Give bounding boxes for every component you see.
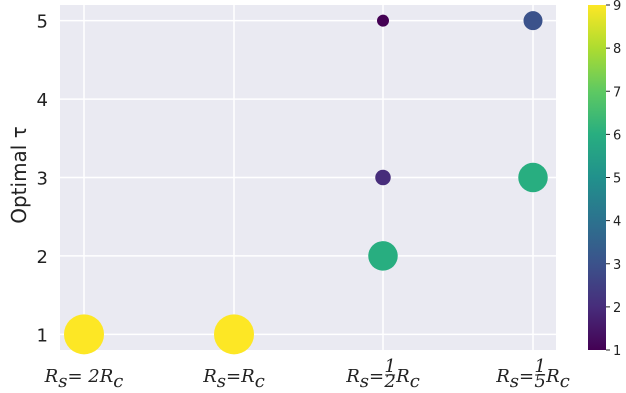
svg-text:s: s (510, 371, 519, 392)
colorbar-tick-label: 6 (613, 128, 621, 143)
svg-text:=: = (369, 366, 384, 387)
svg-text:R: R (99, 366, 114, 387)
colorbar-tick-labels: 1 2 3 4 5 6 7 8 9 (606, 0, 621, 359)
colorbar-tick-label: 8 (613, 42, 621, 57)
y-tick-labels: 1 2 3 4 5 (37, 12, 48, 347)
svg-text:1: 1 (534, 356, 545, 377)
svg-text:R: R (44, 366, 59, 387)
svg-text:s: s (217, 371, 226, 392)
y-tick-label: 4 (37, 90, 48, 111)
svg-text:1: 1 (384, 356, 395, 377)
colorbar-tick-label: 3 (613, 258, 621, 273)
colorbar-tick-label: 1 (613, 344, 621, 359)
svg-text:c: c (255, 371, 265, 392)
data-point-3 (375, 169, 391, 186)
colorbar-tick-label: 7 (613, 85, 621, 100)
svg-text:c: c (560, 371, 570, 392)
colorbar-tick-label: 4 (613, 215, 621, 230)
y-tick-label: 1 (37, 325, 48, 346)
colorbar-tick-label: 5 (613, 172, 621, 187)
data-point-4 (377, 14, 389, 27)
svg-text:c: c (410, 371, 420, 392)
data-point-2 (368, 241, 398, 271)
colorbar-tick-label: 2 (613, 301, 621, 316)
y-tick-label: 3 (37, 169, 48, 190)
data-points (64, 11, 548, 355)
svg-text:R: R (345, 366, 360, 387)
svg-text:R: R (545, 366, 560, 387)
svg-text:2: 2 (383, 371, 395, 392)
svg-text:R: R (202, 366, 217, 387)
svg-text:s: s (360, 371, 369, 392)
data-point-1 (214, 314, 254, 355)
y-tick-label: 5 (37, 12, 48, 33)
svg-text:5: 5 (534, 371, 545, 392)
svg-text:s: s (58, 371, 67, 392)
y-axis-label: Optimal τ (7, 126, 31, 224)
colorbar-tick-label: 9 (613, 0, 621, 14)
svg-text:c: c (113, 371, 123, 392)
y-tick-label: 2 (37, 247, 48, 268)
svg-text:= 2: = 2 (67, 366, 99, 387)
colorbar (588, 5, 606, 350)
data-point-6 (523, 11, 543, 31)
data-point-5 (518, 162, 548, 193)
svg-text:R: R (395, 366, 410, 387)
svg-text:=: = (519, 366, 534, 387)
data-point-0 (64, 314, 104, 355)
svg-text:R: R (495, 366, 510, 387)
svg-text:R: R (240, 366, 255, 387)
svg-text:=: = (226, 366, 241, 387)
